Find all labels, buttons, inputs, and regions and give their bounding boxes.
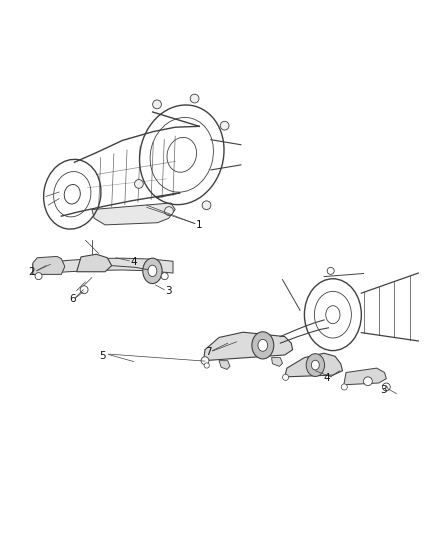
Circle shape — [134, 180, 143, 188]
Circle shape — [327, 268, 334, 274]
Ellipse shape — [143, 258, 162, 284]
Circle shape — [201, 357, 209, 365]
Circle shape — [165, 207, 173, 215]
Ellipse shape — [252, 332, 274, 359]
Text: 6: 6 — [69, 294, 76, 304]
Polygon shape — [204, 332, 293, 361]
Polygon shape — [33, 256, 65, 274]
Text: 5: 5 — [99, 351, 106, 361]
Polygon shape — [285, 353, 343, 377]
Text: 3: 3 — [165, 286, 172, 296]
Text: 2: 2 — [28, 266, 35, 277]
Circle shape — [382, 383, 390, 391]
Ellipse shape — [148, 265, 157, 277]
Circle shape — [190, 94, 199, 103]
Text: 1: 1 — [196, 220, 203, 230]
Circle shape — [364, 377, 372, 386]
Circle shape — [341, 384, 347, 390]
Circle shape — [35, 273, 42, 280]
Circle shape — [204, 363, 209, 368]
Ellipse shape — [306, 354, 325, 376]
Circle shape — [220, 122, 229, 130]
Polygon shape — [33, 258, 173, 274]
Circle shape — [202, 201, 211, 209]
Circle shape — [152, 100, 162, 109]
Circle shape — [80, 286, 88, 294]
Polygon shape — [219, 361, 230, 369]
Ellipse shape — [258, 340, 268, 351]
Polygon shape — [92, 203, 175, 225]
Text: 3: 3 — [380, 385, 387, 395]
Text: 4: 4 — [323, 373, 330, 383]
Polygon shape — [344, 368, 386, 385]
Polygon shape — [77, 254, 112, 272]
Circle shape — [161, 273, 168, 280]
Circle shape — [283, 374, 289, 381]
Polygon shape — [272, 358, 283, 366]
Text: 7: 7 — [205, 347, 212, 357]
Ellipse shape — [311, 360, 319, 370]
Text: 4: 4 — [130, 257, 137, 267]
